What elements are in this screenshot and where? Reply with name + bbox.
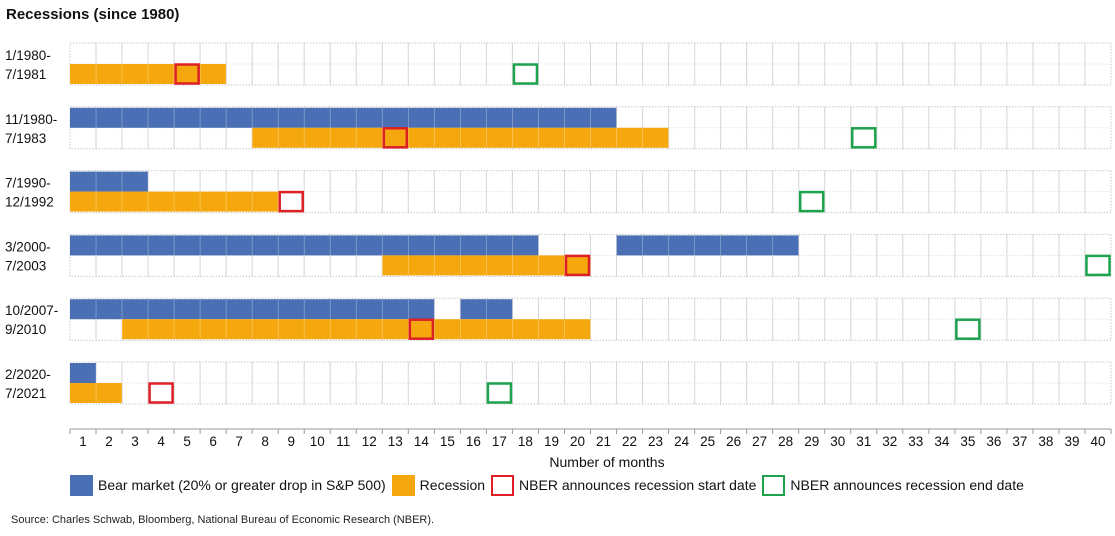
x-tick-label: 6 bbox=[209, 434, 217, 449]
source-note: Source: Charles Schwab, Bloomberg, Natio… bbox=[11, 514, 435, 526]
x-tick-label: 35 bbox=[960, 434, 975, 449]
x-tick-label: 11 bbox=[336, 434, 350, 449]
recession-bar bbox=[252, 127, 669, 148]
x-tick-label: 28 bbox=[778, 434, 793, 449]
x-tick-label: 3 bbox=[131, 434, 139, 449]
x-tick-label: 34 bbox=[934, 434, 950, 449]
x-tick-label: 20 bbox=[570, 434, 585, 449]
nber-end-marker bbox=[512, 63, 539, 85]
recession-bar bbox=[70, 64, 227, 84]
period-label-start: 3/2000- bbox=[5, 239, 51, 254]
x-tick-label: 32 bbox=[882, 434, 897, 449]
x-tick-label: 15 bbox=[440, 434, 455, 449]
recession-bar bbox=[382, 255, 591, 276]
nber-start-marker bbox=[174, 63, 200, 85]
period-label-start: 2/2020- bbox=[5, 367, 51, 382]
nber-end-marker bbox=[798, 190, 825, 213]
recession-bar bbox=[70, 383, 123, 403]
period-label-end: 7/1981 bbox=[5, 67, 46, 82]
x-tick-label: 12 bbox=[362, 434, 377, 449]
legend-label-recession: Recession bbox=[419, 477, 486, 493]
x-axis-label: Number of months bbox=[549, 454, 664, 470]
period-label-start: 7/1990- bbox=[5, 176, 51, 191]
nber-start-marker bbox=[408, 318, 435, 340]
legend-label-bear: Bear market (20% or greater drop in S&P … bbox=[98, 477, 386, 493]
bar-layer bbox=[70, 44, 1086, 403]
period-label-end: 9/2010 bbox=[5, 322, 46, 337]
bear-market-bar bbox=[616, 235, 799, 256]
period-label-end: 7/1983 bbox=[5, 131, 46, 146]
legend-swatch-bear bbox=[70, 474, 93, 496]
x-tick-label: 10 bbox=[310, 434, 325, 449]
period-label-end: 7/2003 bbox=[5, 258, 46, 273]
x-tick-label: 24 bbox=[674, 434, 690, 449]
recession-bar bbox=[70, 191, 279, 212]
nber-end-marker bbox=[955, 318, 981, 340]
legend-item-nber-end: NBER announces recession end date bbox=[762, 474, 1024, 496]
x-axis: 1 2 3 4 5 6 7 8 9 10 11 12 13 14 15 16 17 18 19 20 21 22 23 24 2… bbox=[69, 428, 1112, 449]
legend-item-recession: Recession bbox=[391, 474, 486, 496]
x-tick-label: 17 bbox=[492, 434, 507, 449]
x-tick-label: 8 bbox=[261, 434, 269, 449]
x-tick-label: 22 bbox=[622, 434, 637, 449]
x-tick-label: 31 bbox=[856, 434, 871, 449]
legend-item-bear: Bear market (20% or greater drop in S&P … bbox=[70, 474, 386, 496]
grid-layer bbox=[69, 42, 1112, 405]
x-tick-label: 21 bbox=[596, 434, 611, 449]
x-tick-label: 4 bbox=[157, 434, 165, 449]
x-tick-label: 33 bbox=[908, 434, 923, 449]
marker-layer bbox=[148, 63, 1111, 404]
x-tick-label: 29 bbox=[804, 434, 819, 449]
period-label-end: 7/2021 bbox=[5, 386, 46, 401]
x-tick-label: 26 bbox=[726, 434, 741, 449]
nber-start-marker bbox=[278, 190, 304, 213]
bear-market-bar bbox=[70, 107, 617, 128]
x-tick-label: 14 bbox=[414, 434, 430, 449]
legend-swatch-recession bbox=[391, 474, 415, 496]
legend-swatch-nber-start bbox=[491, 474, 515, 496]
x-tick-label: 13 bbox=[388, 434, 403, 449]
nber-start-marker bbox=[148, 382, 174, 404]
x-tick-label: 5 bbox=[183, 434, 191, 449]
nber-end-marker bbox=[851, 127, 877, 149]
x-tick-label: 19 bbox=[544, 434, 559, 449]
x-tick-label: 25 bbox=[700, 434, 715, 449]
nber-end-marker bbox=[486, 382, 513, 404]
x-tick-label: 37 bbox=[1012, 434, 1027, 449]
x-tick-label: 23 bbox=[648, 434, 663, 449]
period-label-start: 10/2007- bbox=[5, 303, 58, 318]
x-tick-label: 1 bbox=[79, 434, 87, 449]
legend-item-nber-start: NBER announces recession start date bbox=[491, 474, 757, 496]
bear-market-bar bbox=[70, 171, 149, 192]
bear-market-bar bbox=[70, 363, 97, 383]
x-tick-label: 40 bbox=[1090, 434, 1105, 449]
x-tick-label: 30 bbox=[830, 434, 845, 449]
label-layer: 1/1980- 7/1981 11/1980- 7/1983 7/1990- 12/199… bbox=[5, 48, 58, 401]
legend-label-nber-end: NBER announces recession end date bbox=[790, 477, 1024, 493]
nber-start-marker bbox=[564, 254, 591, 277]
x-tick-label: 16 bbox=[466, 434, 481, 449]
period-label-start: 1/1980- bbox=[5, 48, 51, 63]
recession-timeline-chart: 1/1980- 7/1981 11/1980- 7/1983 7/1990- 12/199… bbox=[5, 42, 1112, 470]
bear-market-bar bbox=[460, 299, 513, 320]
bear-market-bar bbox=[70, 235, 539, 256]
legend-swatch-nber-end bbox=[762, 474, 786, 496]
period-label-start: 11/1980- bbox=[5, 112, 57, 127]
recession-bar bbox=[122, 319, 591, 340]
nber-start-marker bbox=[382, 127, 409, 149]
x-tick-label: 2 bbox=[105, 434, 113, 449]
nber-end-marker bbox=[1085, 254, 1111, 277]
bear-market-bar bbox=[70, 299, 435, 320]
x-tick-label: 18 bbox=[518, 434, 533, 449]
x-tick-label: 36 bbox=[986, 434, 1001, 449]
legend: Bear market (20% or greater drop in S&P … bbox=[70, 472, 1030, 498]
legend-label-nber-start: NBER announces recession start date bbox=[519, 477, 757, 493]
x-tick-label: 9 bbox=[287, 434, 295, 449]
x-tick-label: 7 bbox=[235, 434, 243, 449]
x-tick-label: 27 bbox=[752, 434, 767, 449]
x-tick-label: 38 bbox=[1038, 434, 1053, 449]
chart-title: Recessions (since 1980) bbox=[6, 6, 180, 23]
period-label-end: 12/1992 bbox=[5, 195, 54, 210]
x-tick-label: 39 bbox=[1064, 434, 1079, 449]
